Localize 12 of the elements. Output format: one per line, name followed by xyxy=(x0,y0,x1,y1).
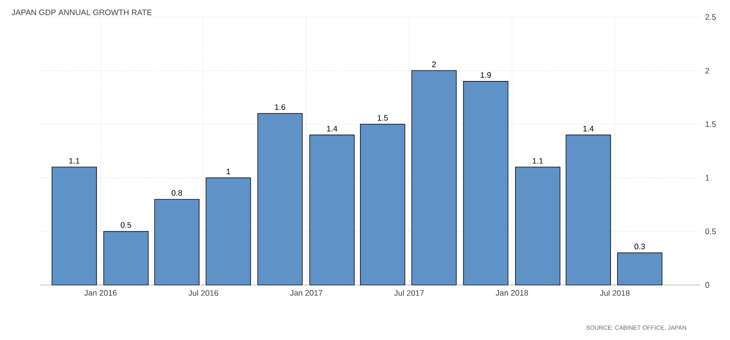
bar xyxy=(206,177,251,286)
bar xyxy=(360,124,406,286)
bar xyxy=(463,81,508,286)
bar xyxy=(411,70,457,286)
bar xyxy=(309,134,355,286)
bar xyxy=(566,134,611,286)
bar xyxy=(52,166,97,286)
bar xyxy=(154,198,200,286)
bar xyxy=(515,166,560,286)
bar xyxy=(617,252,662,286)
bar xyxy=(103,231,149,286)
bar xyxy=(257,113,303,286)
